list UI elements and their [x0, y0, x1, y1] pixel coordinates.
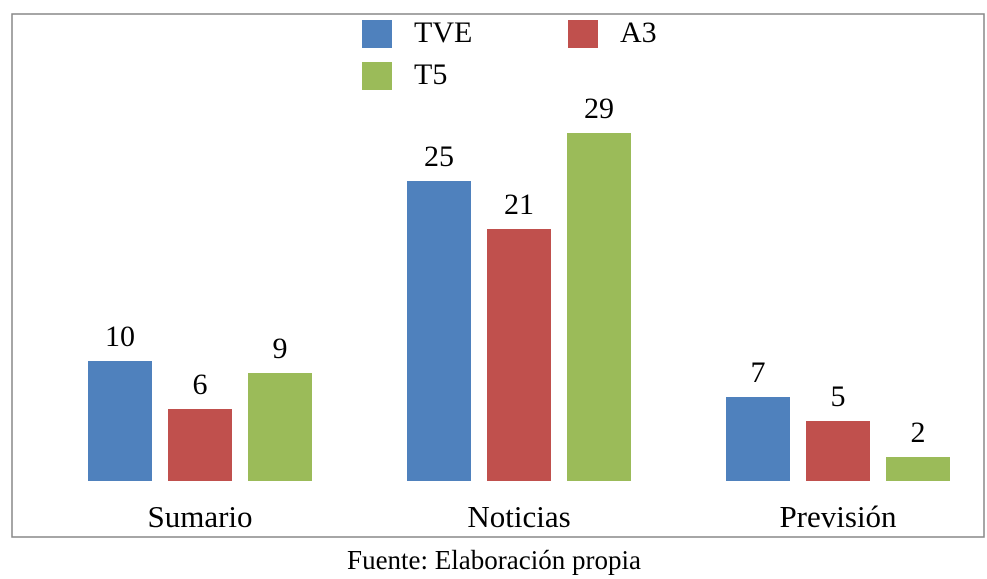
- value-label: 2: [911, 416, 926, 449]
- bar: [88, 361, 152, 481]
- value-label: 10: [105, 320, 135, 353]
- x-tick-label: Noticias: [467, 499, 570, 534]
- legend-swatch: [362, 62, 392, 90]
- value-label: 6: [193, 368, 208, 401]
- value-label: 21: [504, 188, 534, 221]
- value-label: 29: [584, 92, 614, 125]
- bar: [487, 229, 551, 481]
- bar: [407, 181, 471, 481]
- x-tick-label: Previsión: [779, 499, 897, 534]
- legend-label: TVE: [414, 16, 472, 49]
- x-tick-label: Sumario: [147, 499, 252, 534]
- legend-label: A3: [620, 16, 657, 49]
- value-label: 7: [751, 356, 766, 389]
- value-label: 5: [831, 380, 846, 413]
- bar: [248, 373, 312, 481]
- value-label: 9: [273, 332, 288, 365]
- bar: [567, 133, 631, 481]
- bar: [726, 397, 790, 481]
- value-label: 25: [424, 140, 454, 173]
- bar: [168, 409, 232, 481]
- legend-swatch: [568, 20, 598, 48]
- legend-label: T5: [414, 58, 447, 91]
- legend-swatch: [362, 20, 392, 48]
- caption: Fuente: Elaboración propia: [347, 545, 641, 575]
- bar: [806, 421, 870, 481]
- bar: [886, 457, 950, 481]
